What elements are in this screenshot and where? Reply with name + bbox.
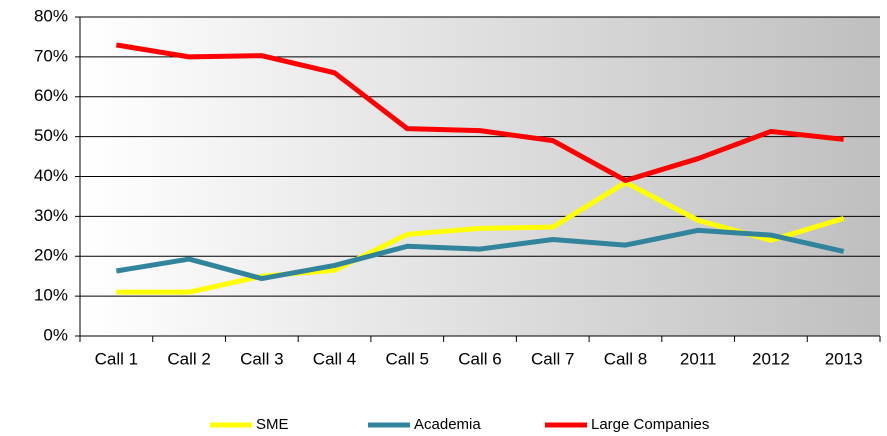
x-tick-label: 2013 (825, 349, 863, 368)
x-tick-label: Call 5 (386, 349, 429, 368)
y-tick-label: 10% (34, 286, 68, 305)
x-tick-label: Call 3 (240, 349, 283, 368)
y-tick-label: 70% (34, 46, 68, 65)
x-tick-label: Call 4 (313, 349, 356, 368)
x-tick-label: 2011 (680, 349, 717, 368)
y-tick-label: 80% (34, 6, 68, 25)
legend-label: SME (256, 416, 289, 433)
x-tick-label: Call 2 (167, 349, 210, 368)
legend-label: Academia (414, 416, 481, 433)
y-tick-label: 40% (34, 166, 68, 185)
x-tick-label: Call 8 (604, 349, 647, 368)
x-tick-label: 2012 (752, 349, 790, 368)
x-tick-label: Call 1 (95, 349, 138, 368)
y-tick-label: 50% (34, 126, 68, 145)
y-tick-label: 30% (34, 206, 68, 225)
series-line (115, 42, 844, 183)
legend-label: Large Companies (591, 416, 709, 433)
y-tick-label: 0% (43, 325, 68, 344)
series-line (116, 179, 845, 295)
y-tick-label: 60% (34, 86, 68, 105)
x-tick-label: Call 7 (531, 349, 574, 368)
x-tick-label: Call 6 (458, 349, 501, 368)
y-tick-label: 20% (34, 246, 68, 265)
series-line (115, 227, 845, 282)
